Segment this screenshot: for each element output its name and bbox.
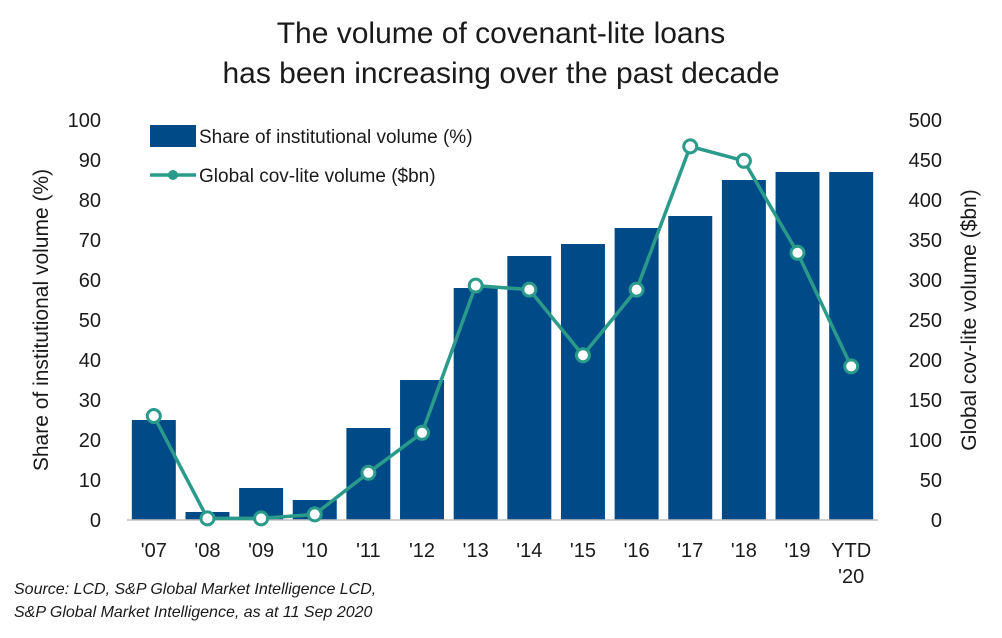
right-tick-6: 300 <box>909 270 942 292</box>
chart-title-line-2: has been increasing over the past decade <box>222 57 780 90</box>
bar-8 <box>560 244 605 520</box>
x-tick-8: '15 <box>570 540 596 562</box>
source-line-2: S&P Global Market Intelligence, as at 11… <box>14 604 373 621</box>
x-tick-1: '08 <box>194 540 220 562</box>
bar-13 <box>829 172 874 520</box>
chart-title: The volume of covenant-lite loans has be… <box>0 14 1002 94</box>
x-tick-7: '14 <box>516 540 542 562</box>
legend-line-marker <box>168 170 178 180</box>
line-point-9 <box>628 281 645 298</box>
right-tick-0: 0 <box>931 510 942 532</box>
line-point-2 <box>253 510 270 527</box>
right-tick-7: 350 <box>909 230 942 252</box>
source-line-1: Source: LCD, S&P Global Market Intellige… <box>14 581 377 598</box>
line-point-5 <box>414 424 431 441</box>
left-tick-4: 40 <box>79 350 101 372</box>
x-tick-3: '10 <box>302 540 328 562</box>
left-tick-3: 30 <box>79 390 101 412</box>
bar-11 <box>721 180 766 520</box>
left-axis-title: Share of institutional volume (%) <box>30 169 53 471</box>
bar-9 <box>614 228 659 520</box>
legend[interactable]: Share of institutional volume (%) Global… <box>150 125 473 187</box>
line-point-1 <box>199 510 216 527</box>
left-tick-8: 80 <box>79 190 101 212</box>
x-tick-4: '11 <box>356 540 381 562</box>
right-tick-4: 200 <box>909 350 942 372</box>
left-tick-6: 60 <box>79 270 101 292</box>
line-point-13 <box>843 358 860 375</box>
line-point-3 <box>306 506 323 523</box>
left-axis-ticks: 0 10 20 30 40 50 60 70 80 90 100 <box>68 110 101 532</box>
left-tick-2: 20 <box>79 430 101 452</box>
left-tick-0: 0 <box>90 510 101 532</box>
source-note: Source: LCD, S&P Global Market Intellige… <box>14 578 376 624</box>
legend-line-label: Global cov-lite volume ($bn) <box>199 166 436 187</box>
line-point-0 <box>145 408 162 424</box>
legend-bar-label: Share of institutional volume (%) <box>199 127 473 148</box>
x-tick-0: '07 <box>141 540 167 562</box>
left-tick-10: 100 <box>68 110 101 132</box>
left-tick-5: 50 <box>79 310 101 332</box>
line-point-10 <box>682 138 699 155</box>
x-tick-12: '19 <box>784 540 810 562</box>
left-tick-1: 10 <box>79 470 101 492</box>
x-tick-6: '13 <box>463 540 489 562</box>
right-tick-9: 450 <box>909 150 942 172</box>
line-point-11 <box>735 152 752 169</box>
x-tick-2: '09 <box>248 540 274 562</box>
right-axis-ticks: 0 50 100 150 200 250 300 350 400 450 500 <box>909 110 942 532</box>
x-tick-13: YTD '20 <box>831 540 871 588</box>
right-tick-1: 50 <box>920 470 942 492</box>
bars-layer <box>131 172 874 520</box>
legend-bar-swatch <box>150 125 196 147</box>
right-axis-title: Global cov-lite volume ($bn) <box>958 189 981 450</box>
cov-lite-volume-line <box>152 144 853 521</box>
bar-5 <box>400 380 445 520</box>
right-tick-5: 250 <box>909 310 942 332</box>
line-layer <box>145 138 860 527</box>
x-tick-5: '12 <box>409 540 435 562</box>
right-tick-2: 100 <box>909 430 942 452</box>
x-tick-10: '17 <box>677 540 703 562</box>
bar-7 <box>507 256 552 520</box>
x-tick-9: '16 <box>624 540 650 562</box>
right-tick-3: 150 <box>909 390 942 412</box>
line-point-12 <box>789 244 806 261</box>
line-point-7 <box>521 281 538 298</box>
x-tick-11: '18 <box>731 540 757 562</box>
line-point-8 <box>574 347 591 364</box>
line-point-6 <box>467 277 484 294</box>
line-point-4 <box>360 464 377 481</box>
right-tick-8: 400 <box>909 190 942 212</box>
x-axis-ticks: '07 '08 '09 '10 '11 '12 '13 '14 '15 '16 '17 '18 '19 Y… <box>141 540 871 588</box>
chart-title-line-1: The volume of covenant-lite loans <box>276 17 726 50</box>
right-tick-10: 500 <box>909 110 942 132</box>
bar-10 <box>668 216 713 520</box>
bar-0 <box>131 420 176 520</box>
left-tick-7: 70 <box>79 230 101 252</box>
left-tick-9: 90 <box>79 150 101 172</box>
